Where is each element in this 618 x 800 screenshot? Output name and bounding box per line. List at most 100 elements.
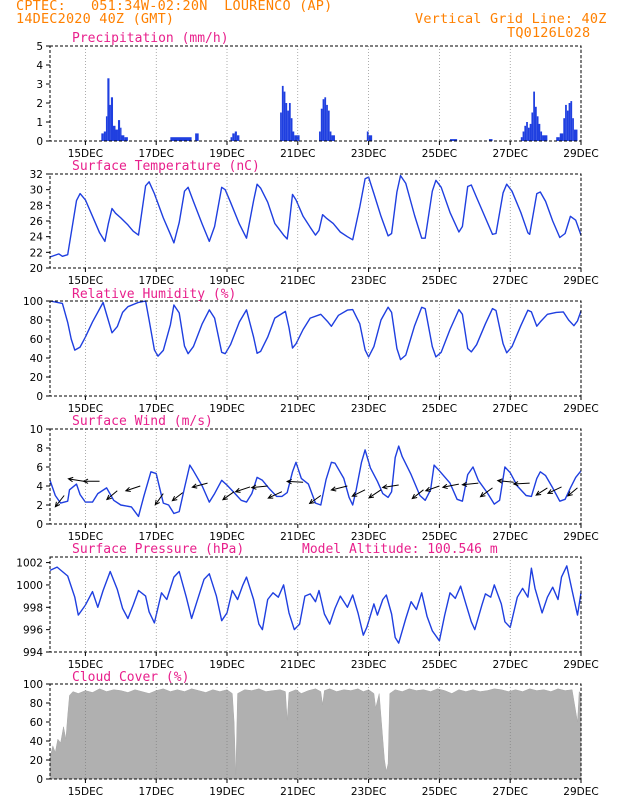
precip-bar: [527, 127, 530, 141]
precip-bar: [230, 137, 233, 141]
wind-x-tick-label: 21DEC: [280, 531, 315, 543]
precip-bar: [115, 129, 118, 141]
pres-x-tick-label: 15DEC: [68, 659, 103, 671]
temp-y-tick-label: 30: [30, 185, 43, 197]
wind-arrow: [171, 492, 184, 502]
rh-x-tick-label: 25DEC: [422, 403, 457, 415]
precip-bar: [566, 110, 569, 141]
cloud-x-tick-label: 21DEC: [280, 786, 315, 798]
precip-bar: [283, 91, 286, 141]
cloud-area: [49, 688, 582, 780]
temp-y-tick-label: 20: [30, 263, 43, 275]
rh-x-tick-label: 29DEC: [563, 403, 598, 415]
precip-bar: [287, 110, 289, 141]
precip-title: Precipitation (mm/h): [72, 31, 229, 46]
wind-arrow: [67, 476, 84, 483]
pres-y-tick-label: 996: [23, 625, 43, 637]
cloud-x-tick-label: 19DEC: [209, 786, 244, 798]
wind-arrow: [535, 487, 548, 496]
temp-y-tick-label: 28: [30, 200, 43, 212]
precip-bar: [331, 135, 335, 141]
precip-bar: [121, 135, 125, 141]
forecast-date: 14DEC2020 40Z (GMT): [16, 11, 175, 27]
cloud-y-tick-label: 60: [30, 717, 43, 729]
precip-bar: [117, 120, 121, 141]
cloud-panel: 0 20 40 60 80 100 15DEC 17DEC 19DEC 21DEC 23DEC 25D…: [23, 670, 599, 798]
precip-bar: [540, 131, 543, 141]
precip-bar: [322, 99, 325, 141]
precip-bar: [520, 137, 523, 141]
temp-x-tick-label: 29DEC: [563, 275, 598, 287]
precip-x-tick-label: 17DEC: [138, 148, 173, 160]
cloud-y-tick-label: 0: [36, 774, 43, 786]
rh-y-tick-label: 60: [30, 334, 43, 346]
precip-bar: [538, 123, 541, 141]
precip-bar: [109, 104, 111, 141]
wind-y-tick-label: 10: [30, 424, 43, 436]
precip-bar: [570, 101, 573, 141]
precip-bar: [320, 108, 323, 141]
cloud-y-tick-label: 100: [23, 679, 43, 691]
rh-x-tick-label: 21DEC: [280, 403, 315, 415]
precip-y-tick-label: 1: [36, 117, 43, 129]
precip-y-tick-label: 4: [36, 60, 43, 72]
cloud-x-tick-label: 25DEC: [422, 786, 457, 798]
wind-arrow: [234, 486, 251, 493]
precip-bar: [236, 135, 240, 141]
precip-bar: [319, 131, 321, 141]
precip-bar: [120, 127, 122, 141]
wind-arrow: [308, 495, 322, 505]
pres-line: [49, 565, 582, 644]
cloud-y-tick-label: 40: [30, 736, 43, 748]
precip-bar: [234, 131, 237, 141]
wind-arrow: [381, 484, 399, 490]
rh-y-tick-label: 40: [30, 353, 43, 365]
precip-bar: [113, 125, 116, 141]
cloud-x-tick-label: 27DEC: [492, 786, 527, 798]
pres-x-tick-label: 17DEC: [138, 659, 173, 671]
wind-arrow: [330, 485, 348, 492]
precip-bar: [280, 112, 282, 141]
precip-bar: [294, 135, 300, 141]
precip-bar: [529, 123, 532, 141]
temp-title: Surface Temperature (nC): [72, 159, 260, 174]
temp-x-tick-label: 15DEC: [68, 275, 103, 287]
wind-y-tick-label: 8: [36, 443, 43, 455]
precip-bar: [572, 118, 574, 141]
precip-bar: [290, 118, 293, 141]
wind-arrow: [351, 489, 366, 497]
wind-y-tick-label: 4: [36, 481, 43, 493]
precip-bar: [563, 118, 566, 141]
precip-bar: [522, 131, 525, 141]
cloud-x-tick-label: 15DEC: [68, 786, 103, 798]
precip-bar: [526, 122, 528, 141]
precip-bar: [329, 131, 332, 141]
precip-x-tick-label: 27DEC: [492, 148, 527, 160]
pres-y-tick-label: 998: [23, 602, 43, 614]
wind-arrow: [250, 484, 268, 490]
rh-x-tick-label: 17DEC: [138, 403, 173, 415]
temp-y-tick-label: 22: [30, 247, 43, 259]
pres-x-tick-label: 21DEC: [280, 659, 315, 671]
wind-y-tick-label: 0: [36, 519, 43, 531]
precip-bar: [326, 104, 328, 141]
wind-arrow: [221, 491, 235, 501]
model-code: TQ0126L028: [507, 25, 591, 41]
precip-bar: [285, 103, 288, 141]
precip-bar: [559, 133, 564, 141]
temp-x-tick-label: 17DEC: [138, 275, 173, 287]
rh-line: [49, 300, 582, 361]
temp-x-tick-label: 23DEC: [351, 275, 386, 287]
rh-frame: [49, 300, 582, 397]
wind-arrow: [82, 478, 100, 484]
wind-line: [49, 445, 582, 518]
precip-y-tick-label: 3: [36, 79, 43, 91]
rh-y-tick-label: 0: [36, 391, 43, 403]
precip-bar: [524, 125, 527, 141]
rh-y-tick-label: 80: [30, 315, 43, 327]
precip-bar: [107, 78, 110, 141]
wind-arrow: [441, 483, 459, 490]
wind-x-tick-label: 19DEC: [209, 531, 244, 543]
precip-bar: [534, 106, 537, 141]
pres-panel: 994 996 998 1000 1002 15DEC 17DEC 19DEC 21DEC 23D…: [16, 542, 598, 671]
